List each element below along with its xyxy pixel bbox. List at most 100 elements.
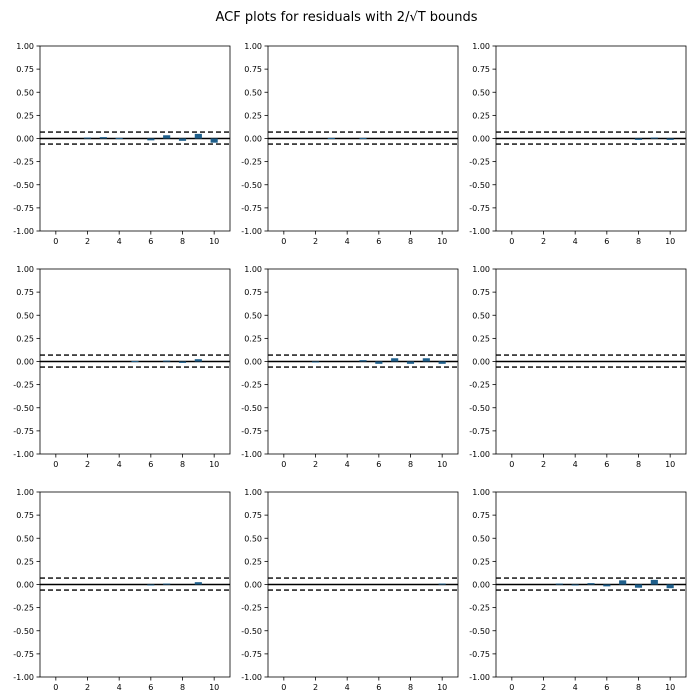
x-tick-label: 4 bbox=[117, 683, 122, 692]
y-tick-label: 1.00 bbox=[16, 488, 34, 497]
x-tick-label: 6 bbox=[376, 237, 381, 246]
x-tick-label: 4 bbox=[345, 683, 350, 692]
acf-panel: -1.00 -0.75 -0.50 -0.25 0.00 0.25 0.50 0.75 1.00… bbox=[13, 488, 231, 692]
y-tick-label: 0.50 bbox=[472, 88, 490, 97]
x-tick-label: 10 bbox=[437, 460, 447, 469]
y-tick-label: -0.50 bbox=[469, 404, 490, 413]
acf-bar bbox=[163, 135, 171, 139]
y-tick-label: 1.00 bbox=[16, 42, 34, 51]
acf-bar bbox=[619, 580, 627, 585]
y-tick-label: -1.00 bbox=[241, 450, 262, 459]
y-tick-label: -0.75 bbox=[241, 204, 262, 213]
acf-bar bbox=[147, 138, 155, 141]
acf-bar bbox=[327, 138, 335, 140]
y-tick-label: 0.25 bbox=[472, 557, 490, 566]
x-tick-label: 10 bbox=[209, 683, 219, 692]
x-tick-label: 4 bbox=[117, 460, 122, 469]
y-tick-label: -0.50 bbox=[241, 181, 262, 190]
y-tick-label: 0.00 bbox=[472, 135, 490, 144]
y-tick-label: 1.00 bbox=[244, 265, 262, 274]
y-tick-label: 0.50 bbox=[244, 534, 262, 543]
x-tick-label: 4 bbox=[573, 237, 578, 246]
acf-bar bbox=[194, 582, 202, 585]
y-tick-label: -0.50 bbox=[469, 627, 490, 636]
y-tick-label: 0.25 bbox=[244, 334, 262, 343]
acf-bar bbox=[99, 137, 107, 139]
y-tick-label: 0.25 bbox=[472, 111, 490, 120]
y-tick-label: -1.00 bbox=[241, 673, 262, 682]
y-tick-label: 0.75 bbox=[16, 511, 34, 520]
x-tick-label: 4 bbox=[573, 460, 578, 469]
x-tick-label: 0 bbox=[509, 683, 514, 692]
x-tick-label: 8 bbox=[408, 683, 413, 692]
x-tick-label: 0 bbox=[281, 237, 286, 246]
acf-bar bbox=[571, 584, 579, 586]
x-tick-label: 6 bbox=[148, 683, 153, 692]
x-tick-label: 0 bbox=[281, 460, 286, 469]
y-tick-label: 0.50 bbox=[244, 88, 262, 97]
y-tick-label: 0.75 bbox=[244, 511, 262, 520]
x-tick-label: 2 bbox=[313, 237, 318, 246]
acf-bar bbox=[603, 584, 611, 587]
acf-bar bbox=[83, 137, 92, 139]
acf-bar bbox=[391, 358, 399, 362]
x-tick-label: 2 bbox=[85, 237, 90, 246]
x-tick-label: 2 bbox=[313, 683, 318, 692]
x-tick-label: 8 bbox=[408, 460, 413, 469]
x-tick-label: 8 bbox=[180, 683, 185, 692]
x-tick-label: 6 bbox=[148, 237, 153, 246]
y-tick-label: 0.00 bbox=[16, 581, 34, 590]
y-tick-label: -0.50 bbox=[13, 181, 34, 190]
y-tick-label: 0.00 bbox=[16, 358, 34, 367]
acf-bar bbox=[178, 361, 187, 363]
acf-panel: -1.00 -0.75 -0.50 -0.25 0.00 0.25 0.50 0.75 1.00… bbox=[241, 265, 459, 469]
x-tick-label: 4 bbox=[573, 683, 578, 692]
acf-bar bbox=[634, 584, 643, 588]
x-tick-label: 6 bbox=[604, 683, 609, 692]
y-tick-label: -1.00 bbox=[241, 227, 262, 236]
y-tick-label: 0.75 bbox=[472, 65, 490, 74]
x-tick-label: 2 bbox=[313, 460, 318, 469]
x-tick-label: 8 bbox=[636, 683, 641, 692]
x-tick-label: 6 bbox=[148, 460, 153, 469]
x-tick-label: 0 bbox=[53, 460, 58, 469]
acf-bar bbox=[666, 584, 674, 589]
y-tick-label: -0.25 bbox=[241, 604, 262, 613]
acf-bar bbox=[359, 138, 367, 140]
y-tick-label: 0.50 bbox=[472, 534, 490, 543]
acf-panel: -1.00 -0.75 -0.50 -0.25 0.00 0.25 0.50 0.75 1.00… bbox=[241, 488, 459, 692]
acf-panel: -1.00 -0.75 -0.50 -0.25 0.00 0.25 0.50 0.75 1.00… bbox=[469, 488, 687, 692]
acf-bar bbox=[131, 361, 139, 363]
y-tick-label: 0.50 bbox=[16, 311, 34, 320]
y-tick-label: 0.00 bbox=[472, 581, 490, 590]
acf-bar bbox=[210, 138, 218, 143]
y-tick-label: -1.00 bbox=[13, 673, 34, 682]
acf-bar bbox=[422, 358, 430, 362]
y-tick-label: -0.50 bbox=[469, 181, 490, 190]
x-tick-label: 10 bbox=[665, 460, 675, 469]
acf-panel: -1.00 -0.75 -0.50 -0.25 0.00 0.25 0.50 0.75 1.00… bbox=[13, 265, 231, 469]
y-tick-label: -0.25 bbox=[13, 158, 34, 167]
x-tick-label: 10 bbox=[665, 237, 675, 246]
acf-bar bbox=[147, 584, 155, 586]
y-tick-label: 0.50 bbox=[472, 311, 490, 320]
acf-bar bbox=[406, 361, 415, 364]
y-tick-label: -0.25 bbox=[469, 604, 490, 613]
y-tick-label: -0.75 bbox=[13, 204, 34, 213]
acf-bar bbox=[587, 583, 595, 585]
x-tick-label: 6 bbox=[376, 683, 381, 692]
x-tick-label: 8 bbox=[180, 237, 185, 246]
acf-bar bbox=[311, 361, 320, 363]
y-tick-label: 0.50 bbox=[16, 534, 34, 543]
x-tick-label: 2 bbox=[541, 683, 546, 692]
y-tick-label: -1.00 bbox=[469, 450, 490, 459]
y-tick-label: -0.25 bbox=[469, 158, 490, 167]
acf-bar bbox=[438, 583, 446, 585]
acf-bar bbox=[650, 579, 658, 585]
x-tick-label: 2 bbox=[541, 460, 546, 469]
y-tick-label: 0.00 bbox=[244, 135, 262, 144]
acf-bar bbox=[359, 360, 367, 362]
x-tick-label: 10 bbox=[665, 683, 675, 692]
x-tick-label: 8 bbox=[408, 237, 413, 246]
x-tick-label: 8 bbox=[636, 237, 641, 246]
